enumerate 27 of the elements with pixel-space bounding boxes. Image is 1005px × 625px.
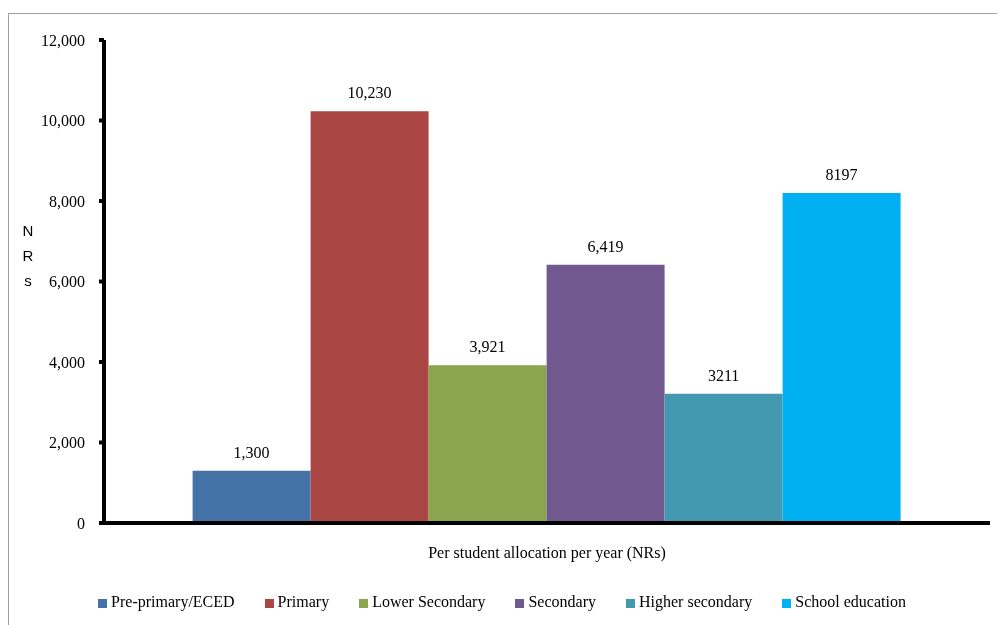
y-tick-label: 0	[77, 514, 85, 532]
legend-label: Primary	[277, 593, 330, 610]
bar	[782, 193, 901, 523]
y-tick-label: 10,000	[41, 112, 85, 130]
y-axis-title: NRs	[22, 221, 34, 289]
data-label: 10,230	[347, 84, 392, 102]
legend-label: Secondary	[528, 593, 596, 610]
data-label: 3,921	[469, 338, 506, 356]
bar	[664, 393, 783, 523]
y-tick-label: 4,000	[49, 353, 85, 371]
x-tick-label: Per student allocation per year (NRs)	[428, 544, 666, 563]
legend-label: Lower Secondary	[372, 593, 486, 610]
data-label: 8197	[825, 166, 858, 184]
bar	[428, 365, 547, 523]
y-tick-label: 12,000	[41, 31, 85, 49]
bar	[546, 264, 665, 523]
bar	[192, 470, 311, 523]
data-label: 3211	[707, 366, 740, 384]
legend-label: School education	[795, 593, 906, 610]
y-tick-label: 2,000	[49, 434, 85, 452]
data-label: 6,419	[587, 237, 624, 255]
bar	[310, 111, 429, 523]
y-tick-label: 8,000	[49, 192, 85, 210]
data-label: 1,300	[233, 443, 270, 461]
y-tick-label: 6,000	[49, 273, 85, 291]
legend-label: Pre-primary/ECED	[111, 593, 235, 610]
legend-label: Higher secondary	[638, 593, 753, 610]
